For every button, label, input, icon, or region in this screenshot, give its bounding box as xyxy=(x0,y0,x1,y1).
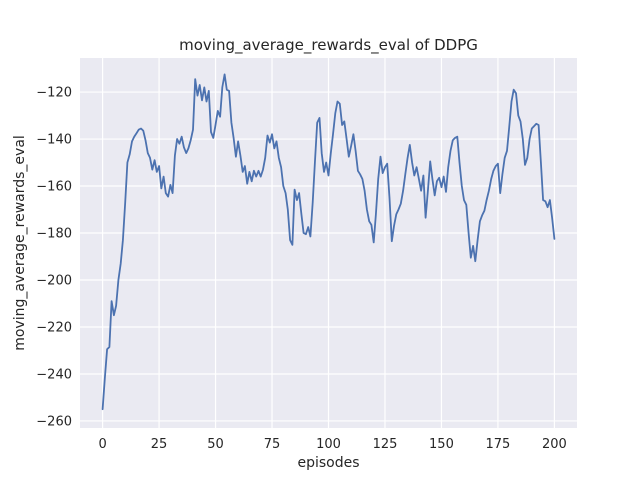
reward-line-series xyxy=(101,73,556,411)
x-tick-label: 100 xyxy=(316,437,341,452)
y-tick-label: −200 xyxy=(36,274,72,289)
y-axis-label: moving_average_rewards_eval xyxy=(12,135,28,351)
tick-labels: 0 25 50 75 100 125 150 175 200 −120 −140 −160 −180 −2… xyxy=(36,86,567,452)
y-tick-label: −220 xyxy=(36,320,72,335)
x-tick-label: 75 xyxy=(264,437,281,452)
y-tick-label: −180 xyxy=(36,227,72,242)
x-tick-label: 0 xyxy=(98,437,106,452)
x-tick-label: 200 xyxy=(542,437,567,452)
y-tick-label: −160 xyxy=(36,180,72,195)
y-tick-label: −240 xyxy=(36,367,72,382)
x-axis-label: episodes xyxy=(297,455,359,471)
x-tick-label: 150 xyxy=(429,437,454,452)
x-tick-label: 50 xyxy=(207,437,224,452)
x-tick-label: 175 xyxy=(486,437,511,452)
x-tick-label: 125 xyxy=(373,437,398,452)
y-tick-label: −140 xyxy=(36,133,72,148)
chart-title: moving_average_rewards_eval of DDPG xyxy=(179,36,478,55)
x-tick-label: 25 xyxy=(151,437,168,452)
y-tick-label: −120 xyxy=(36,86,72,101)
y-tick-label: −260 xyxy=(36,414,72,429)
